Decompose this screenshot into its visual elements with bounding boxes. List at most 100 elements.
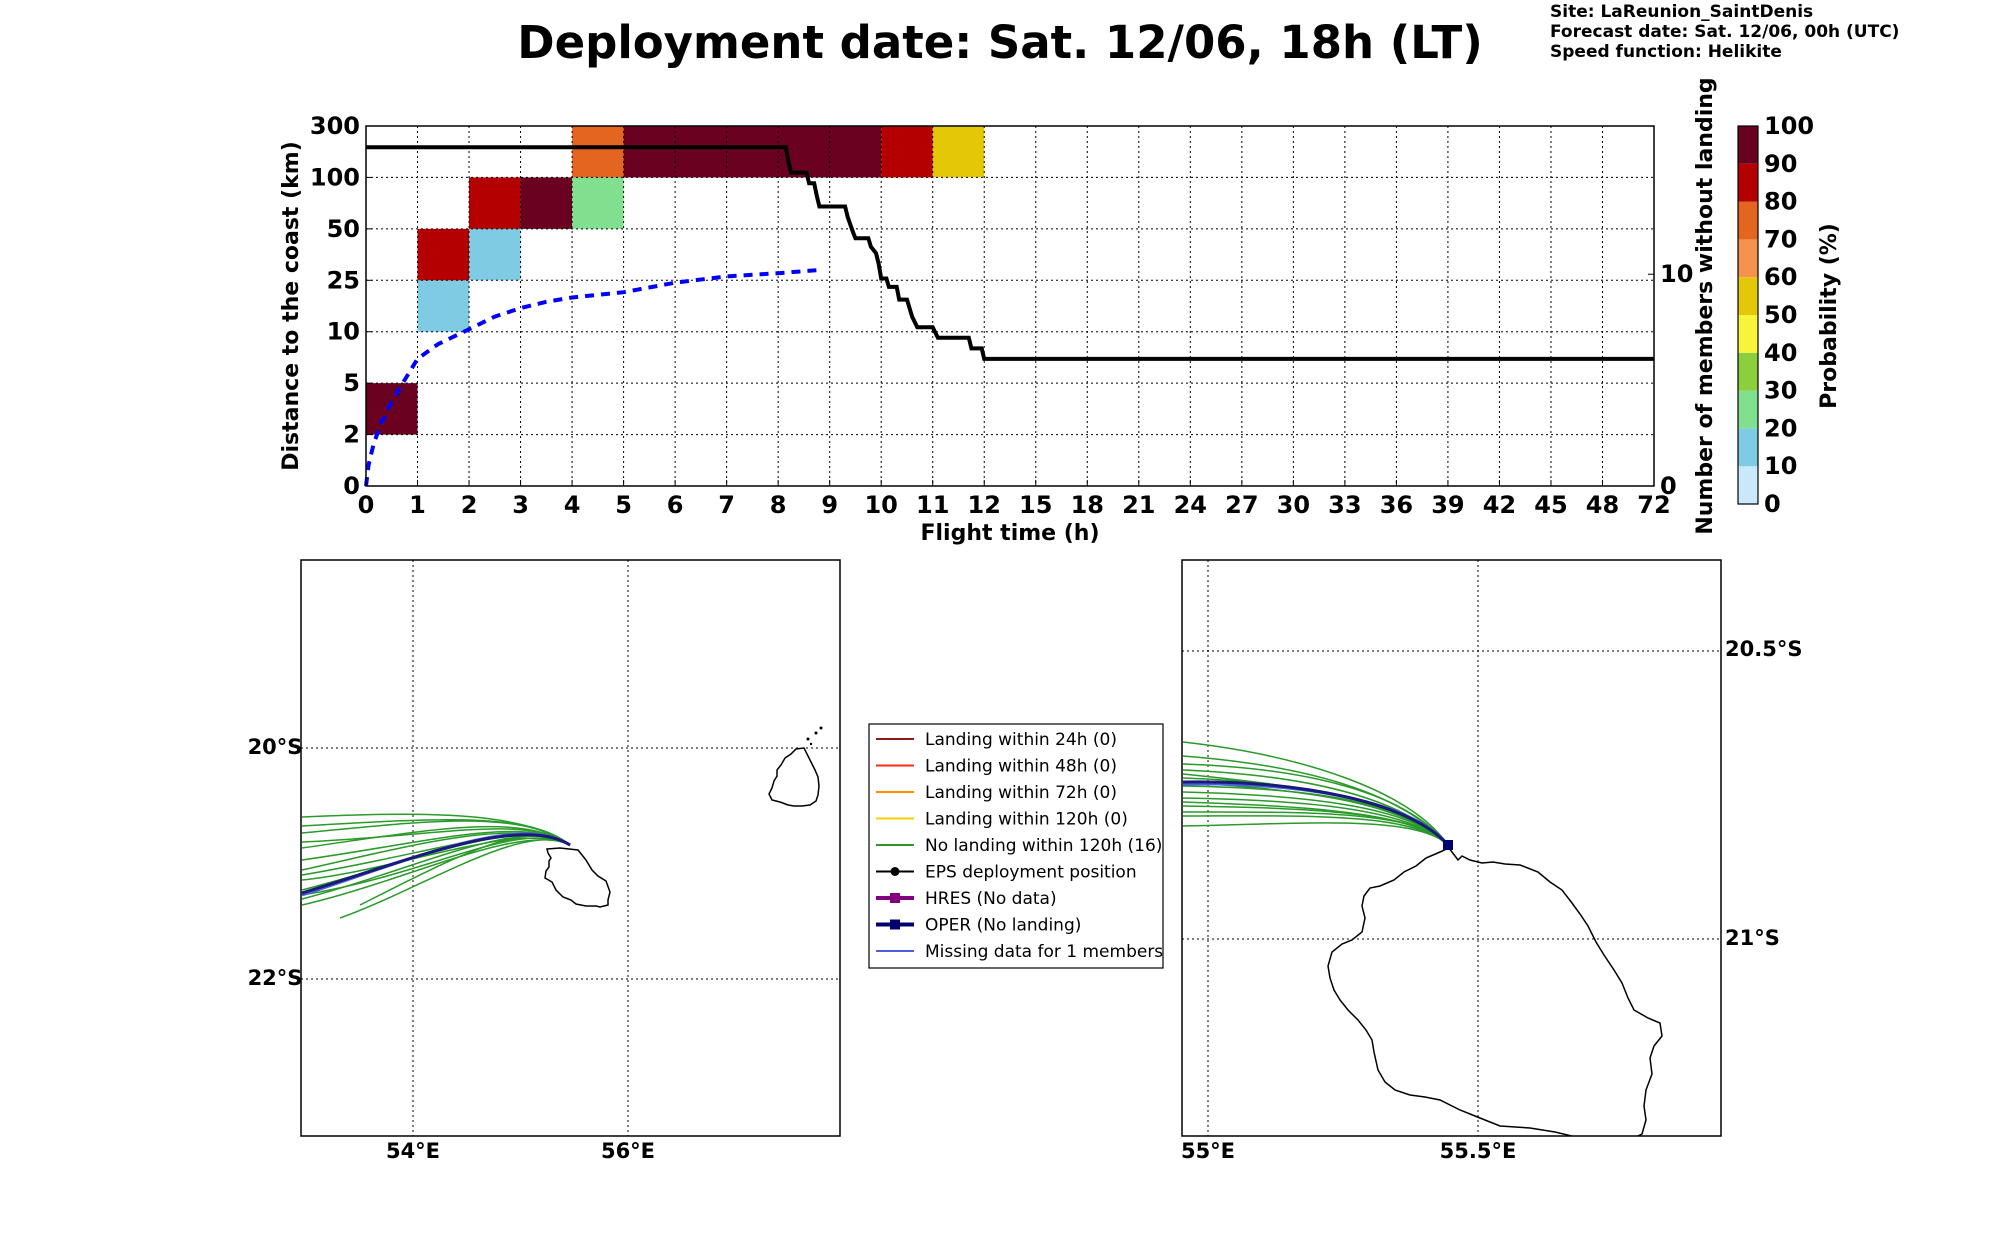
legend-marker-6	[890, 867, 900, 876]
left-map-oper-track	[301, 833, 571, 895]
x-tick-label-36: 36	[1380, 491, 1413, 519]
right-map-lon-label-1: 55°E	[1181, 1139, 1235, 1163]
colorbar-band-7	[1738, 239, 1758, 278]
mauritius-island-outline	[768, 747, 820, 807]
legend-marker-8	[890, 919, 900, 930]
legend-label-5: No landing within 120h (16)	[925, 836, 1162, 856]
colorbar-tick-60: 60	[1764, 263, 1797, 291]
left-map-trajectory-9	[339, 839, 571, 919]
left-map: 20°S 22°S 54°E 56°E	[248, 559, 841, 1163]
colorbar-band-6	[1738, 277, 1758, 315]
speed-label: Speed function: Helikite	[1550, 42, 1782, 62]
right-map-lon-label-2: 55.5°E	[1440, 1139, 1517, 1163]
y2-tick-label-10: 10	[1660, 260, 1693, 288]
colorbar-tick-70: 70	[1764, 225, 1797, 253]
colorbar: 0 10 20 30 40 50 60 70 80 90 100 Probability (%)	[1737, 112, 1842, 518]
islet-2	[814, 731, 818, 735]
right-map-lat-label-1: 20.5°S	[1725, 637, 1802, 661]
colorbar-tick-80: 80	[1764, 188, 1797, 216]
islet-4	[809, 742, 813, 746]
left-map-trajectory-7	[301, 837, 571, 881]
right-map-lat-label-2: 21°S	[1725, 926, 1780, 950]
colorbar-band-10	[1738, 126, 1758, 164]
site-label: Site: LaReunion_SaintDenis	[1550, 2, 1814, 22]
colorbar-tick-100: 100	[1764, 112, 1814, 140]
colorbar-frame	[1737, 125, 1759, 505]
legend-marker-7	[890, 893, 900, 903]
y-axis-label: Distance to the coast (km)	[279, 141, 304, 471]
legend-label-6: EPS deployment position	[925, 863, 1137, 883]
legend-label-8: OPER (No landing)	[925, 916, 1081, 936]
heatmap-cell-4	[469, 228, 521, 281]
x-tick-label-33: 33	[1328, 491, 1361, 519]
series-line-1	[364, 268, 820, 487]
left-map-content	[301, 726, 823, 919]
heatmap-cell-7	[572, 177, 624, 229]
right-map-trajectory-15	[1182, 763, 1449, 846]
legend-label-2: Landing within 48h (0)	[925, 757, 1117, 777]
left-map-frame	[300, 559, 841, 1137]
x-tick-label-12: 12	[968, 491, 1001, 519]
heatmap-cell-1	[366, 383, 418, 435]
right-map-trajectory-1	[1182, 741, 1449, 846]
y-tick-label-50: 50	[327, 215, 360, 243]
series-line-2	[366, 145, 1654, 361]
x-tick-label-11: 11	[916, 491, 949, 519]
heatmap-cell-10	[881, 126, 933, 178]
x-tick-label-8: 8	[770, 491, 787, 519]
reunion-island-outline-right	[1327, 847, 1663, 1136]
left-map-lon-label-2: 56°E	[601, 1139, 655, 1163]
x-tick-label-42: 42	[1483, 491, 1516, 519]
y2-tick-label-0: 0	[1660, 472, 1677, 500]
x-tick-labels: 0 1 2 3 4 5 6 7 8 9 10 11 12 15 18 21 24 27 30 33 36 39 42 45 48…	[358, 480, 1671, 519]
colorbar-tick-30: 30	[1764, 377, 1797, 405]
left-map-trajectory-11	[301, 818, 571, 846]
left-map-lat-label-1: 20°S	[248, 735, 303, 759]
heatmap-cell-11	[932, 126, 985, 178]
right-map-trajectory-11	[1182, 822, 1449, 846]
x-tick-label-30: 30	[1277, 491, 1310, 519]
x-tick-label-21: 21	[1122, 491, 1155, 519]
heatmap-chart: 0 1 2 3 4 5 6 7 8 9 10 11 12 15 18 21 24 27 30 33 36 39 42 45 48…	[279, 77, 1718, 546]
legend-label-7: HRES (No data)	[925, 889, 1057, 909]
heatmap-cell-6	[520, 177, 573, 229]
islet-3	[819, 726, 823, 730]
y2-axis-label: Number of members without landing	[1693, 77, 1718, 534]
x-tick-label-6: 6	[667, 491, 684, 519]
x-tick-label-45: 45	[1534, 491, 1567, 519]
heatmap-frame	[365, 125, 1655, 487]
x-tick-label-24: 24	[1174, 491, 1207, 519]
left-map-lon-label-1: 54°E	[386, 1139, 440, 1163]
colorbar-tick-0: 0	[1764, 490, 1781, 518]
x-tick-label-3: 3	[512, 491, 529, 519]
x-tick-label-2: 2	[461, 491, 478, 519]
heatmap-cell-5	[469, 177, 521, 229]
x-tick-label-72: 72	[1637, 491, 1670, 519]
heatmap-grid	[366, 126, 1654, 486]
x-tick-label-4: 4	[564, 491, 581, 519]
legend-label-1: Landing within 24h (0)	[925, 730, 1117, 750]
colorbar-band-4	[1738, 352, 1758, 391]
right-map-frame	[1181, 559, 1722, 1137]
colorbar-tick-50: 50	[1764, 301, 1797, 329]
y-tick-label-0: 0	[343, 472, 360, 500]
metadata-block: Site: LaReunion_SaintDenis Forecast date…	[1550, 2, 1899, 62]
y-tick-label-5: 5	[343, 369, 360, 397]
colorbar-tick-10: 10	[1764, 452, 1797, 480]
legend-label-9: Missing data for 1 members	[925, 942, 1163, 962]
colorbar-band-3	[1738, 390, 1758, 429]
right-map: 20.5°S 21°S 55°E 55.5°E	[1181, 559, 1802, 1163]
x-tick-label-18: 18	[1071, 491, 1104, 519]
right-map-content	[1182, 741, 1663, 1136]
colorbar-label: Probability (%)	[1817, 223, 1842, 409]
reunion-island-outline-left	[544, 847, 611, 908]
legend-items: Landing within 24h (0) Landing within 48h…	[876, 730, 1163, 962]
x-tick-label-1: 1	[409, 491, 426, 519]
colorbar-band-1	[1738, 466, 1758, 504]
colorbar-tick-20: 20	[1764, 414, 1797, 442]
legend-label-4: Landing within 120h (0)	[925, 810, 1128, 830]
right-map-oper-track	[1182, 780, 1450, 846]
colorbar-tick-labels: 0 10 20 30 40 50 60 70 80 90 100	[1764, 112, 1814, 518]
